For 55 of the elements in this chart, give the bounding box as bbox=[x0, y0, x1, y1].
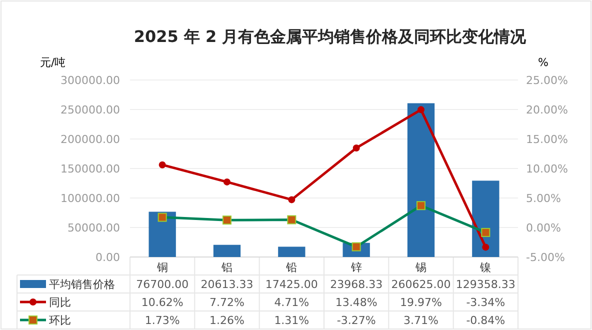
bar bbox=[472, 180, 500, 257]
y-tick-label: 50000.00 bbox=[68, 222, 120, 234]
bar bbox=[278, 246, 306, 257]
data-label: 10.62% bbox=[141, 296, 184, 309]
point bbox=[288, 196, 296, 204]
data-label: 4.71% bbox=[274, 296, 310, 309]
data-label: 1.73% bbox=[144, 314, 180, 327]
point bbox=[224, 178, 230, 186]
x-tick-label: 锌 bbox=[350, 261, 362, 274]
point bbox=[158, 161, 166, 168]
data-label: 20613.33 bbox=[200, 278, 254, 291]
data-label: 3.71% bbox=[404, 314, 438, 327]
legend-label: 平均销售价格 bbox=[49, 278, 115, 291]
data-label: 76700.00 bbox=[136, 278, 189, 291]
point bbox=[482, 244, 490, 251]
y2-tick-label: -5.00% bbox=[526, 251, 565, 264]
x-tick-label: 铜 bbox=[156, 261, 168, 274]
y2-tick-label: 0.00% bbox=[526, 222, 561, 234]
data-label: 13.48% bbox=[335, 296, 378, 309]
data-label: -3.27% bbox=[336, 314, 376, 327]
legend-label: 环比 bbox=[49, 314, 71, 327]
data-label: 7.72% bbox=[210, 296, 244, 309]
bar bbox=[213, 244, 241, 257]
data-label: 19.97% bbox=[400, 296, 442, 309]
y2-tick-label: 10.00% bbox=[526, 162, 568, 176]
legend-label: 同比 bbox=[49, 296, 71, 309]
y2-tick-label: 25.00% bbox=[526, 74, 568, 87]
y2-tick-label: 5.00% bbox=[526, 192, 561, 205]
data-label: 17425.00 bbox=[265, 278, 318, 291]
bar bbox=[407, 103, 435, 257]
data-label: 23968.33 bbox=[330, 278, 383, 291]
y-tick-label: 200000.00 bbox=[60, 133, 120, 146]
y-tick-label: 250000.00 bbox=[60, 104, 120, 116]
data-label: 1.26% bbox=[210, 314, 244, 327]
bar bbox=[148, 212, 176, 257]
y-tick-label: 150000.00 bbox=[60, 162, 120, 176]
y-tick-label: 300000.00 bbox=[60, 74, 120, 87]
y2-tick-label: 20.00% bbox=[526, 104, 568, 116]
y2-axis-title: % bbox=[538, 56, 548, 69]
x-tick-label: 铝 bbox=[220, 261, 232, 274]
x-tick-label: 锡 bbox=[414, 261, 426, 274]
point bbox=[352, 144, 360, 152]
data-label: 260625.00 bbox=[391, 278, 451, 291]
x-tick-label: 镍 bbox=[479, 261, 492, 274]
data-label: -0.84% bbox=[466, 314, 506, 327]
point bbox=[418, 106, 424, 114]
y-tick-label: 0.00 bbox=[96, 251, 120, 264]
y-tick-label: 100000.00 bbox=[60, 192, 120, 205]
chart-title: 2025 年 2 月有色金属平均销售价格及同环比变化情况 bbox=[134, 27, 528, 46]
x-tick-label: 铅 bbox=[285, 261, 298, 274]
y2-tick-label: 15.00% bbox=[526, 133, 568, 146]
y-axis-title: 元/吨 bbox=[40, 56, 66, 69]
data-label: 129358.33 bbox=[456, 278, 516, 291]
data-label: 1.31% bbox=[274, 314, 310, 327]
data-label: -3.34% bbox=[466, 296, 506, 309]
